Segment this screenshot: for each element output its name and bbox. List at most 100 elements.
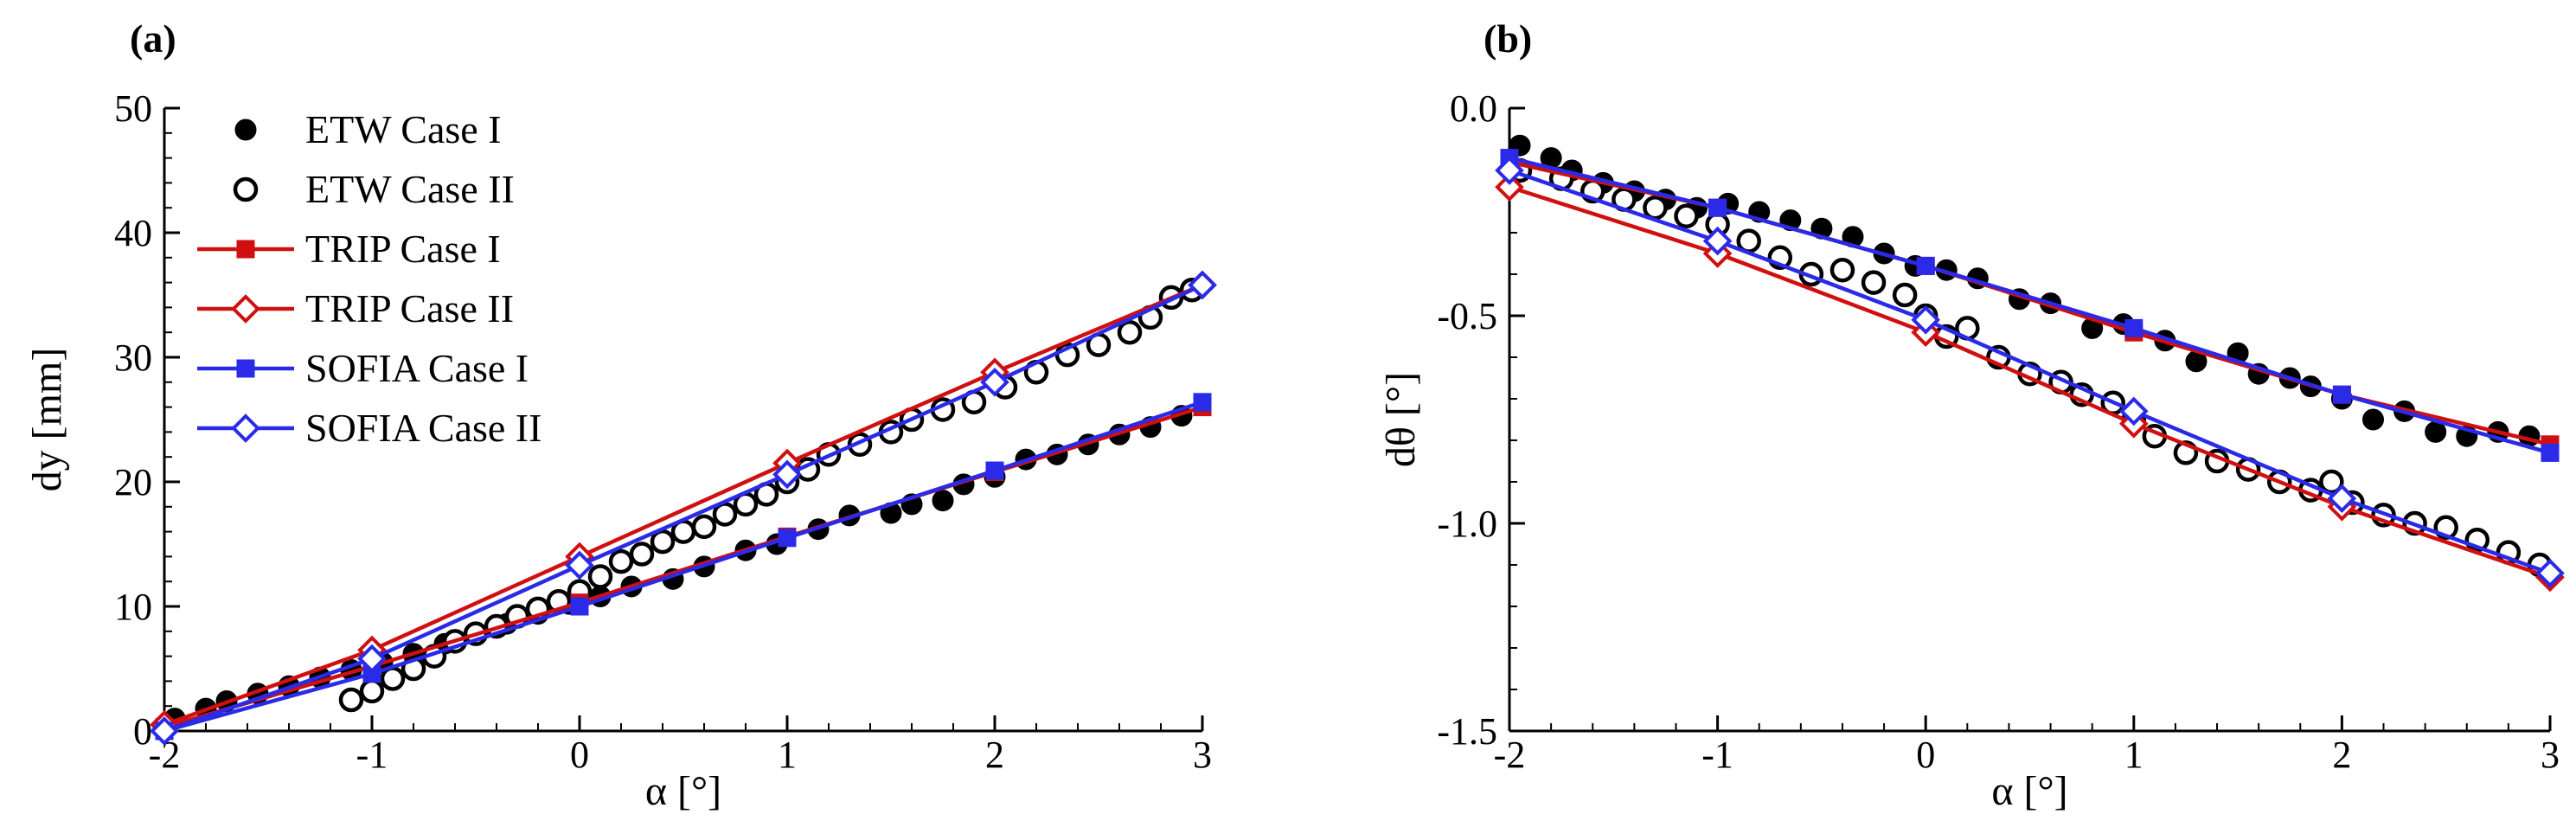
panel-a-series-sofia-case-ii-point xyxy=(150,716,179,746)
legend-marker xyxy=(231,414,260,443)
panel-a-y-tick-label: 20 xyxy=(114,461,152,503)
panel-a-x-tick-label: 2 xyxy=(985,734,1004,776)
legend-label: ETW Case I xyxy=(305,107,502,151)
legend-marker xyxy=(233,176,259,202)
legend-marker xyxy=(234,119,257,141)
legend-label: SOFIA Case I xyxy=(305,346,529,390)
legend-label: TRIP Case II xyxy=(305,286,514,330)
panel-b-series-etw-case-i xyxy=(1509,134,2541,447)
panel-b-x-tick-label: -2 xyxy=(1494,734,1526,776)
panel-a-y-tick-label: 0 xyxy=(133,710,152,753)
panel-b-series-sofia-case-ii-point xyxy=(2118,396,2149,426)
panel-a-series-trip-case-ii xyxy=(150,270,1217,740)
panel-a-series-sofia-case-ii-point xyxy=(1188,270,1217,300)
panel-a-y-tick-label: 30 xyxy=(114,337,152,379)
panel-a-series-etw-case-ii-point xyxy=(587,564,613,589)
panel-a-series-etw-case-ii-point xyxy=(359,678,385,704)
panel-a-x-axis-label: α [°] xyxy=(645,768,721,814)
panel-b-series-sofia-case-i xyxy=(1500,149,2560,462)
panel-a-x-tick-label: 3 xyxy=(1193,734,1212,776)
panel-b-y-axis-label: dθ [°] xyxy=(1378,372,1424,467)
panel-b-series-sofia-case-i-point xyxy=(2541,443,2560,462)
panel-b-series-sofia-case-ii-point xyxy=(1702,226,1733,256)
panel-b-series-trip-case-ii-line xyxy=(1509,185,2551,580)
legend-label: TRIP Case I xyxy=(305,227,501,271)
panel-a-y-tick-label: 50 xyxy=(114,87,152,130)
panel-a-series-sofia-case-ii-line xyxy=(163,283,1203,734)
panel-a-y-tick-label: 40 xyxy=(114,212,152,254)
panel-a-series-etw-case-ii-point xyxy=(650,529,676,555)
panel-a-series-sofia-case-ii-point xyxy=(772,459,802,490)
panel-a-series-sofia-case-ii xyxy=(150,270,1217,746)
panel-b-series-etw-case-ii-point xyxy=(1829,257,1855,283)
panel-a-series-sofia-case-i-point xyxy=(985,461,1004,480)
panel-b-series-sofia-case-ii xyxy=(1495,156,2565,588)
panel-b-series-sofia-case-i-line xyxy=(1509,156,2551,455)
panel-b-x-tick-label: 2 xyxy=(2332,734,2351,776)
panel-b-series-sofia-case-i-point xyxy=(2332,385,2351,404)
panel-b-series-etw-case-ii-point xyxy=(1674,203,1699,229)
panel-a-series-etw-case-ii-point xyxy=(629,542,655,567)
panel-a-series-sofia-case-i-point xyxy=(778,529,797,548)
panel-a-series-etw-case-ii-point xyxy=(608,548,634,574)
legend-item: ETW Case I xyxy=(234,107,502,151)
panel-a-x-tick-label: -1 xyxy=(356,734,388,776)
panel-b-series-sofia-case-ii-line xyxy=(1509,168,2551,575)
panel-b-y-tick-label: -1.0 xyxy=(1437,503,1497,545)
panel-b-series-sofia-case-ii-point xyxy=(1911,305,1941,335)
panel-a-y-axis-label: dy [mm] xyxy=(24,348,70,492)
panel-a-series-etw-case-ii-point xyxy=(338,687,364,713)
panel-b-y-tick-label: -1.5 xyxy=(1437,710,1497,753)
panel-b-x-tick-label: 3 xyxy=(2541,734,2560,776)
panel-b-series-sofia-case-ii-point xyxy=(2535,558,2565,588)
legend-label: ETW Case II xyxy=(305,167,515,211)
panel-b-series-sofia-case-i-point xyxy=(1916,256,1935,275)
panel-a-series-sofia-case-i-point xyxy=(570,597,589,616)
panel-b-series-sofia-case-i-point xyxy=(1708,198,1727,217)
panel-b-series-etw-case-ii-point xyxy=(1643,195,1668,221)
panel-b-series-etw-case-i-point xyxy=(2361,408,2384,431)
legend-item: TRIP Case I xyxy=(197,227,501,271)
panel-a-series-etw-case-ii-point xyxy=(691,514,717,540)
panel-b-x-tick-label: 1 xyxy=(2124,734,2143,776)
panel-b-series-sofia-case-ii-point xyxy=(1495,156,1524,185)
legend-item: SOFIA Case II xyxy=(197,406,541,450)
panel-b-series-sofia-case-i-point xyxy=(2124,318,2143,337)
panel-b: (b) -2 -1 0 1 2 3 -1.5 -1.0 -0.5 0.0 α [°] dθ [°] xyxy=(1378,16,2565,814)
panel-b-y-tick-label: -0.5 xyxy=(1437,295,1497,337)
legend-item: ETW Case II xyxy=(233,167,515,211)
panel-a-series-sofia-case-i-point xyxy=(1193,393,1212,412)
legend-item: TRIP Case II xyxy=(197,286,514,330)
panel-b-x-axis-label: α [°] xyxy=(1991,768,2067,814)
panel-b-x-tick-label: 0 xyxy=(1916,734,1935,776)
panel-a-y-tick-label: 10 xyxy=(114,586,152,628)
panel-a-x-tick-label: 0 xyxy=(570,734,589,776)
legend-item: SOFIA Case I xyxy=(197,346,529,390)
panel-b-series-etw-case-ii-point xyxy=(1861,270,1887,295)
legend-marker xyxy=(236,240,255,259)
panel-a-series-trip-case-ii-line xyxy=(163,283,1203,727)
panel-a-series-sofia-case-ii-point xyxy=(565,550,594,580)
panel-a-series-sofia-case-ii-point xyxy=(980,367,1009,397)
panel-b-label: (b) xyxy=(1483,16,1532,61)
panel-a-series-sofia-case-i-line xyxy=(163,400,1203,734)
panel-a-series-etw-case-ii-point xyxy=(1117,319,1143,345)
panel-a-label: (a) xyxy=(130,16,176,61)
panel-b-x-tick-label: -1 xyxy=(1701,734,1733,776)
panel-b-series-sofia-case-ii-point xyxy=(2327,484,2357,514)
panel-a-series-etw-case-ii xyxy=(338,277,1205,713)
panel-a-x-tick-label: 1 xyxy=(778,734,797,776)
panel-a-series-etw-case-i-point xyxy=(932,490,954,512)
panel-a-series-etw-case-ii-point xyxy=(380,666,406,691)
legend-marker xyxy=(231,294,260,324)
panel-a-legend: ETW Case I ETW Case II TRIP Case I TRIP Cas… xyxy=(197,107,541,450)
panel-a-series-sofia-case-ii-point xyxy=(357,644,387,674)
legend-label: SOFIA Case II xyxy=(305,406,541,450)
panel-a-series-etw-case-ii-point xyxy=(712,502,738,527)
legend-marker xyxy=(236,359,255,378)
panel-b-y-tick-label: 0.0 xyxy=(1450,87,1497,130)
panel-b-series-trip-case-ii-point xyxy=(1495,172,1524,202)
panel-b-series-etw-case-ii-point xyxy=(1892,282,1918,308)
